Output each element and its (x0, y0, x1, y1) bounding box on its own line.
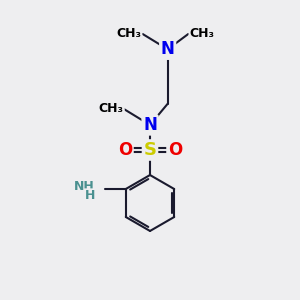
Text: O: O (118, 141, 132, 159)
Text: N: N (143, 116, 157, 134)
Text: N: N (161, 40, 175, 58)
Text: H: H (85, 189, 95, 202)
Text: S: S (143, 141, 157, 159)
Text: CH₃: CH₃ (116, 28, 141, 40)
Text: CH₃: CH₃ (190, 28, 215, 40)
Text: NH: NH (74, 180, 95, 193)
Text: CH₃: CH₃ (98, 102, 124, 115)
Text: O: O (168, 141, 182, 159)
